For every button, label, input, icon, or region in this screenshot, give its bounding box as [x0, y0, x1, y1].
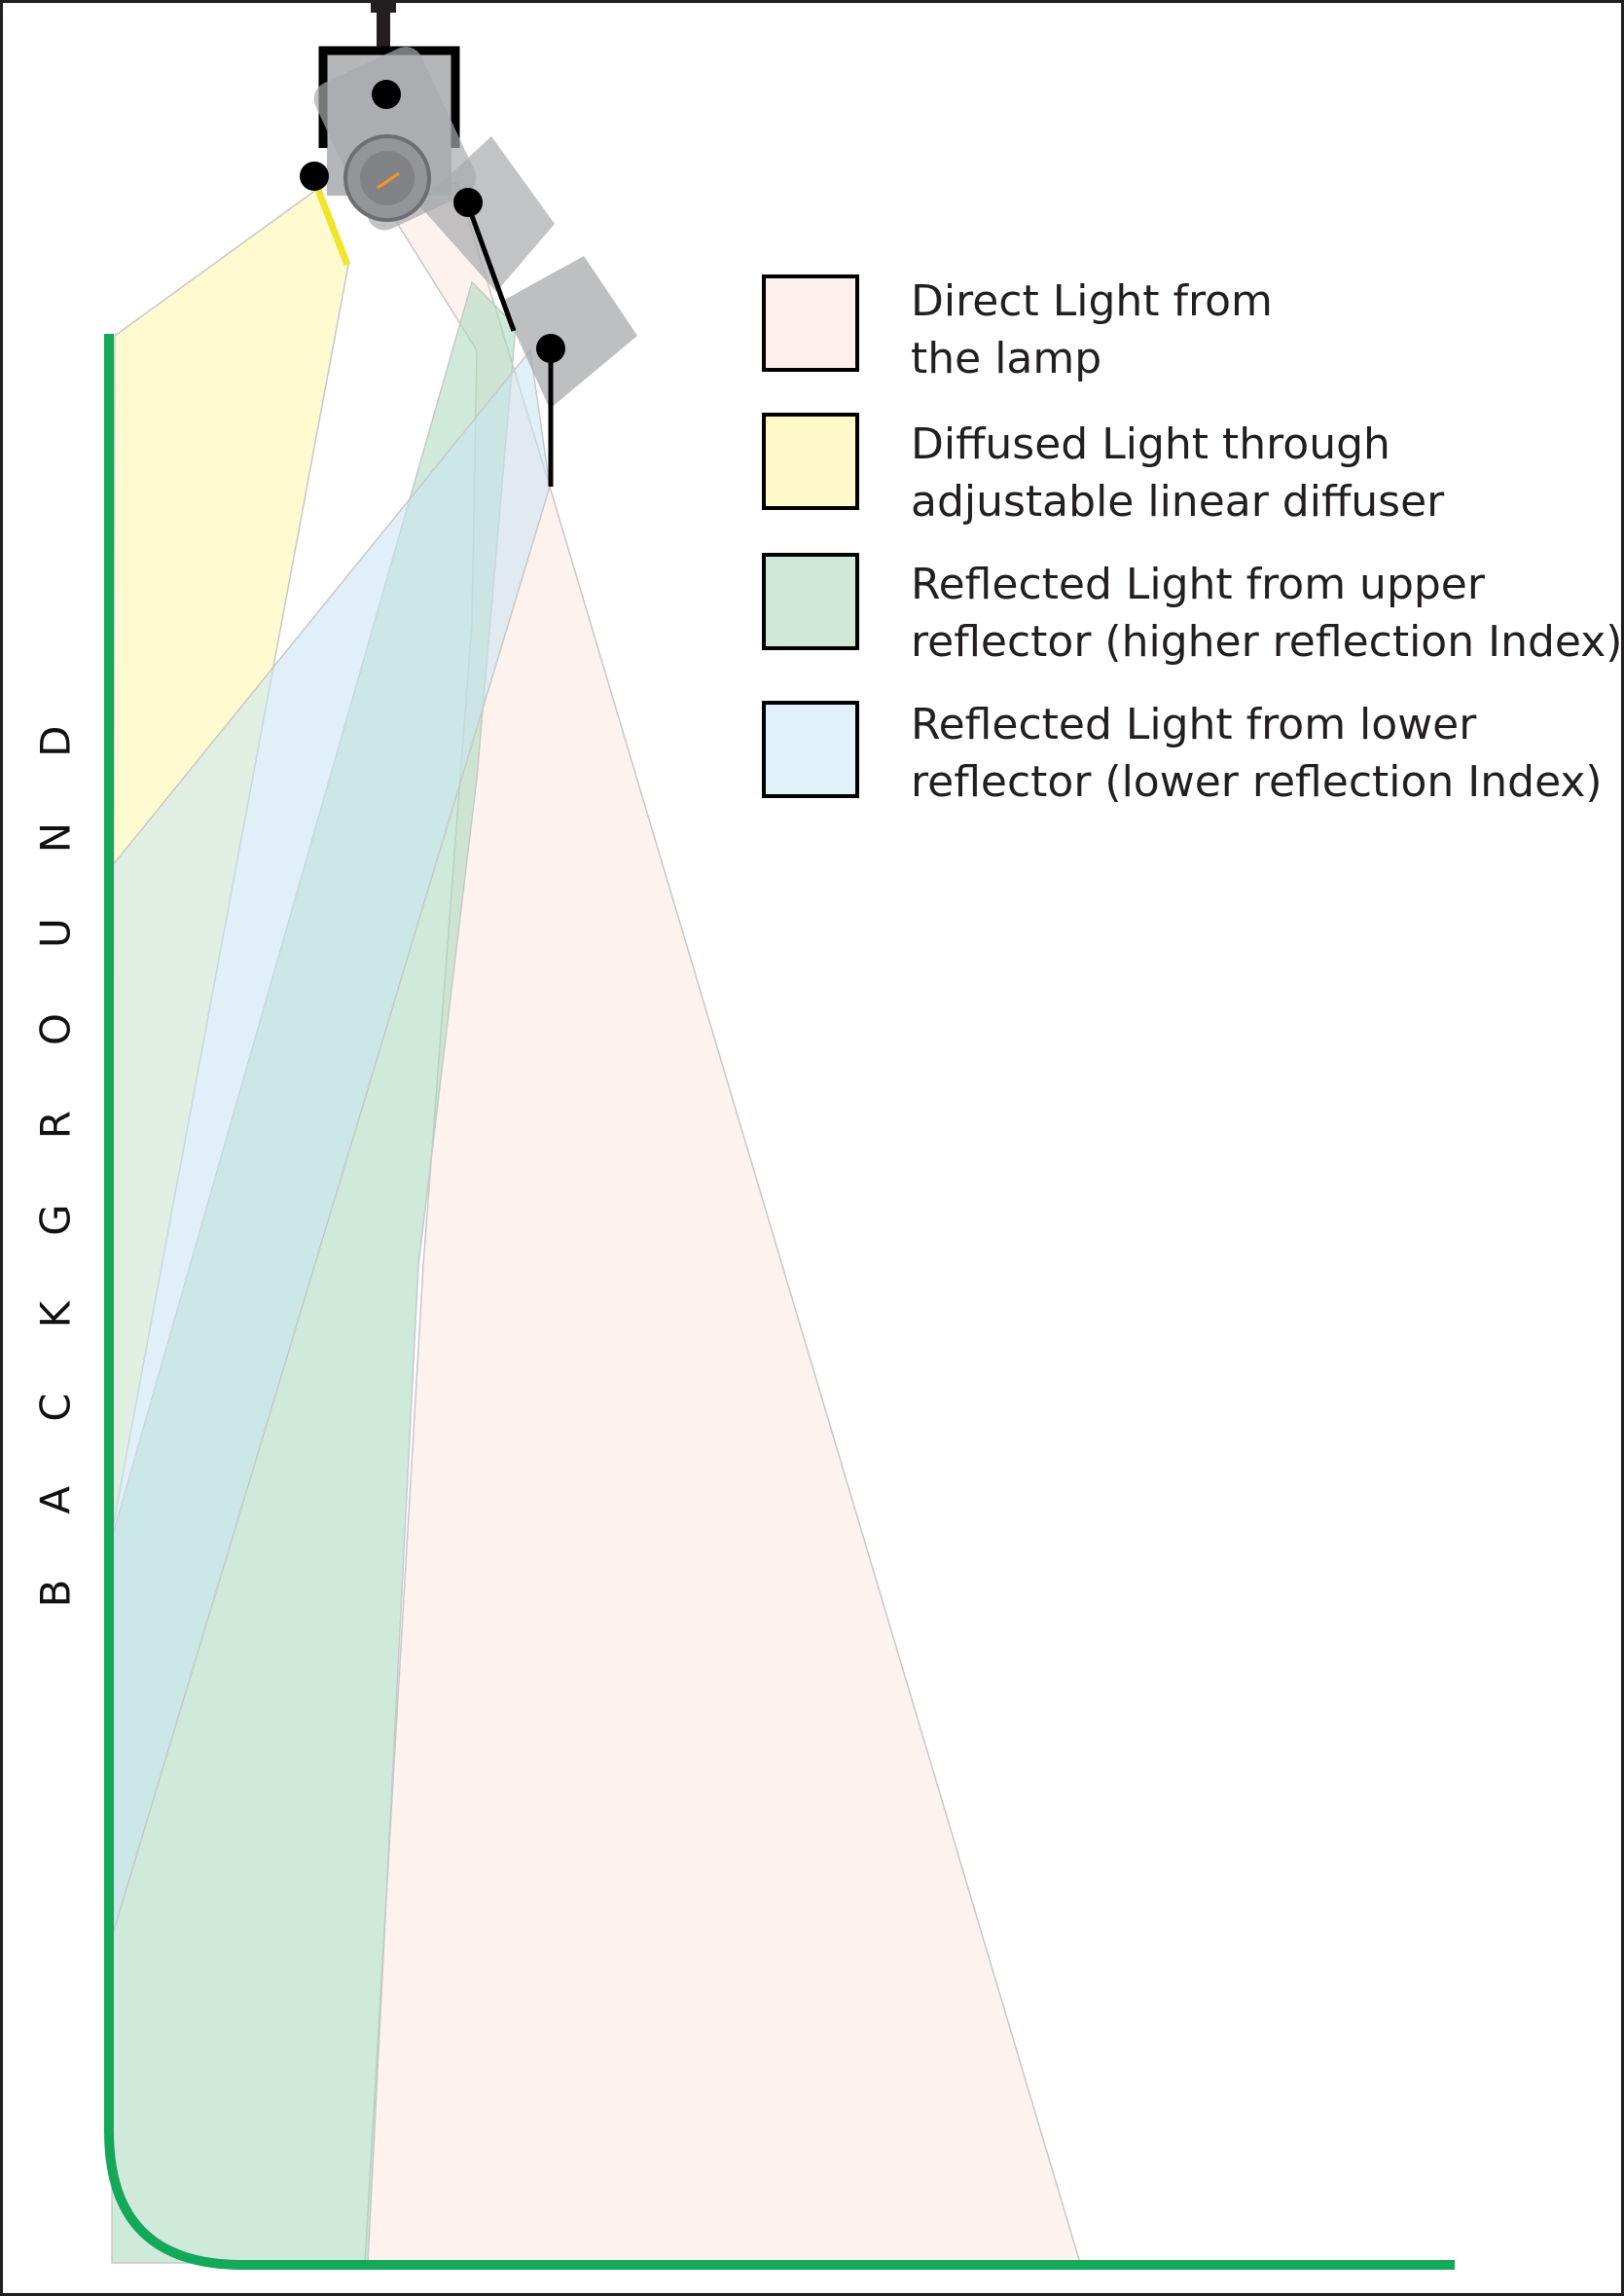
lower-reflector: [501, 256, 637, 409]
light-fixture: [300, 3, 637, 487]
legend-swatch-diffused: [762, 413, 859, 510]
legend-label-reflected-lower: Reflected Light from lower reflector (lo…: [911, 700, 1603, 807]
linear-diffuser: [314, 188, 351, 267]
pivot-diffuser: [300, 162, 329, 191]
upper-reflector-arm: [464, 201, 517, 332]
upper-reflector: [418, 136, 555, 292]
legend-label-diffused: Diffused Light through adjustable linear…: [911, 419, 1445, 527]
legend-swatch-reflected-upper: [762, 553, 859, 650]
pivot-lower-reflector: [536, 334, 565, 363]
pivot-upper-reflector: [453, 188, 483, 217]
lamp-filament: [377, 171, 400, 190]
fixture-mount: [371, 3, 396, 13]
light-beams: [111, 182, 1082, 2264]
legend-swatches: [762, 274, 859, 798]
lamp-bulb: [360, 151, 415, 205]
pivot-top: [372, 80, 401, 109]
legend-swatch-direct: [762, 274, 859, 372]
fixture-stem: [377, 13, 390, 48]
legend-label-reflected-upper: Reflected Light from upper reflector (hi…: [911, 560, 1623, 667]
background-line: [104, 334, 1455, 2270]
legend-label-direct: Direct Light from the lamp: [911, 276, 1273, 383]
legend-swatch-reflected-lower: [762, 701, 859, 798]
